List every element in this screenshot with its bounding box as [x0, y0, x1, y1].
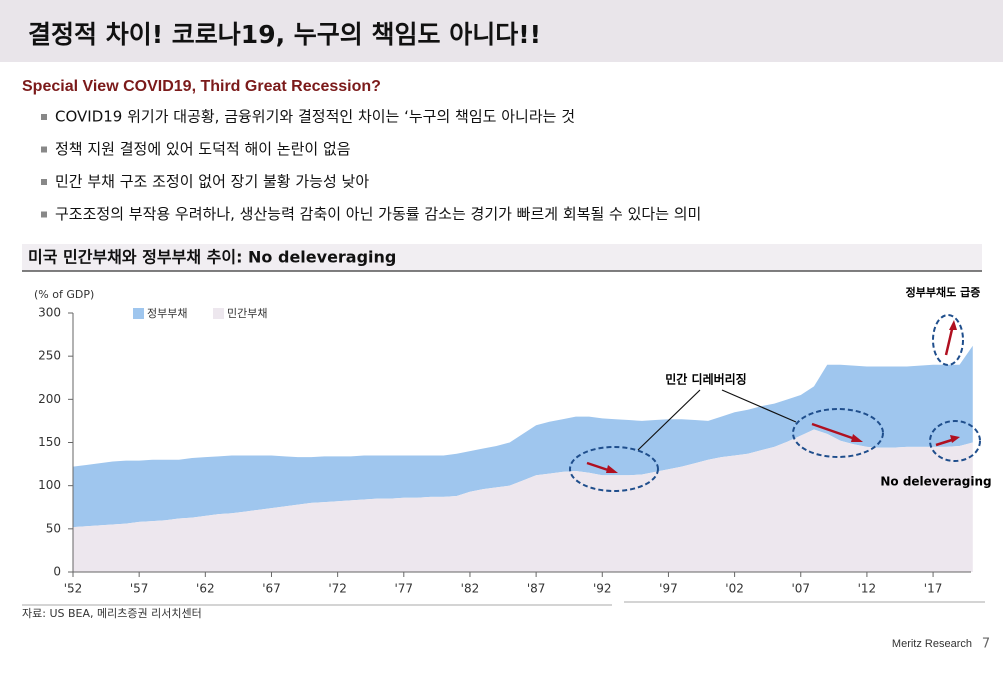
x-tick-label: '97 [659, 582, 678, 596]
highlight-ellipse [929, 420, 981, 462]
chart-title: 미국 민간부채와 정부부채 추이: No deleveraging [28, 248, 396, 267]
x-tick-label: '67 [262, 582, 281, 596]
x-tick-label: '52 [64, 582, 83, 596]
y-tick-label: 50 [46, 521, 61, 535]
area-private [73, 429, 973, 572]
x-tick-label: '07 [791, 582, 810, 596]
y-tick-label: 150 [38, 435, 61, 449]
y-tick-label: 300 [38, 306, 61, 320]
area-government [73, 345, 973, 528]
bullet-text: 민간 부채 구조 조정이 없어 장기 불황 가능성 낮아 [55, 173, 369, 191]
arrow-head [950, 435, 960, 443]
bullet-text: 정책 지원 결정에 있어 도덕적 해이 논란이 없음 [55, 140, 351, 158]
annotations: 민간 디레버리징 정부부채도 급증 No deleveraging [569, 285, 992, 492]
highlight-ellipse [932, 314, 964, 366]
legend-label: 정부부채 [147, 307, 187, 320]
title-bar [0, 0, 1003, 62]
x-tick-label: '87 [527, 582, 546, 596]
bullet-text: 구조조정의 부작용 우려하나, 생산능력 감축이 아닌 가동률 감소는 경기가 … [55, 205, 701, 223]
callout-line [637, 389, 701, 451]
bullet-marker [41, 211, 47, 218]
trend-arrow [811, 422, 859, 442]
y-axis-label: (% of GDP) [34, 288, 94, 301]
x-tick-label: '82 [461, 582, 480, 596]
y-tick-label: 250 [38, 349, 61, 363]
x-tick-label: '57 [130, 582, 149, 596]
y-tick-label: 0 [53, 565, 61, 579]
bullet-marker [41, 146, 47, 153]
highlight-ellipse [569, 446, 659, 492]
subtitle: Special View COVID19, Third Great Recess… [22, 78, 381, 95]
legend-swatch [133, 308, 144, 319]
x-tick-label: '62 [196, 582, 215, 596]
arrow-head [606, 465, 618, 473]
callout-line [721, 389, 797, 423]
source: 자료: US BEA, 메리츠증권 리서치센터 [22, 607, 202, 620]
highlight-ellipse [792, 408, 884, 458]
legend-label: 민간부채 [227, 307, 267, 320]
arrow-head [949, 320, 957, 330]
annotation: No deleveraging [880, 475, 991, 489]
legend-swatch [213, 308, 224, 319]
x-tick-label: '77 [395, 582, 414, 596]
x-tick-label: '17 [924, 582, 943, 596]
y-tick-label: 100 [38, 478, 61, 492]
page-number: 7 [982, 637, 990, 652]
arrow-head [851, 434, 863, 442]
y-tick-label: 200 [38, 392, 61, 406]
annotation: 정부부채도 급증 [906, 285, 981, 299]
footer: Meritz Research [892, 638, 972, 650]
x-tick-label: '02 [725, 582, 744, 596]
bullet-marker [41, 114, 47, 120]
annotation: 민간 디레버리징 [665, 372, 746, 387]
x-tick-label: '92 [593, 582, 612, 596]
bullet-marker [41, 179, 47, 185]
slide-title: 결정적 차이! 코로나19, 누구의 책임도 아니다!! [28, 20, 541, 49]
bullet-text: COVID19 위기가 대공황, 금융위기와 결정적인 차이는 ‘누구의 책임도… [55, 108, 575, 126]
x-tick-label: '12 [858, 582, 877, 596]
x-tick-label: '72 [328, 582, 347, 596]
chart-heading-bar [22, 244, 982, 271]
